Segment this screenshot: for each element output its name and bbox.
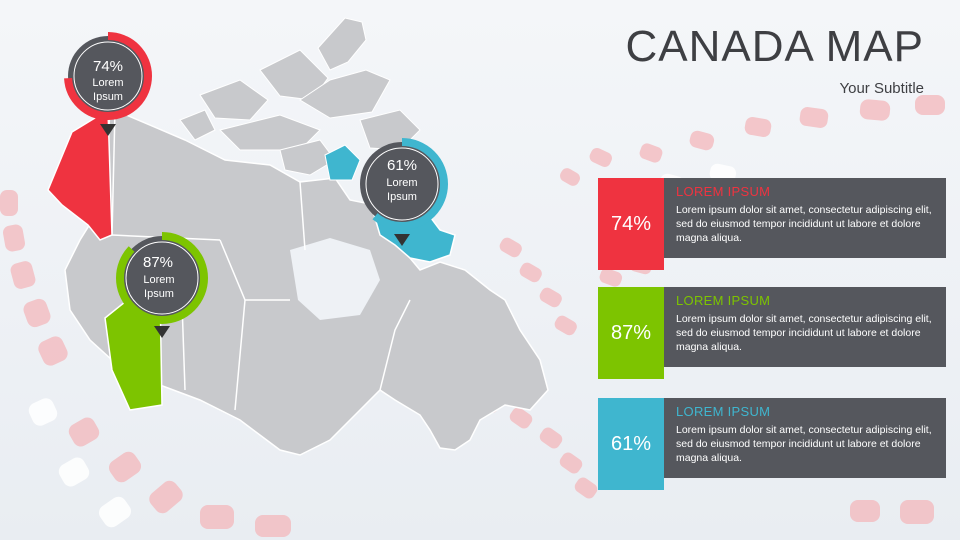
- callout-green-label: Lorem Ipsum: [143, 274, 175, 300]
- baffin-region: [324, 144, 361, 181]
- info-card-3-panel: LOREM IPSUM Lorem ipsum dolor sit amet, …: [664, 398, 946, 478]
- info-card-1-percent: 74%: [598, 178, 664, 270]
- info-card-1: 74% LOREM IPSUM Lorem ipsum dolor sit am…: [598, 178, 946, 270]
- info-card-2: 87% LOREM IPSUM Lorem ipsum dolor sit am…: [598, 287, 946, 379]
- info-card-2-text: Lorem ipsum dolor sit amet, consectetur …: [676, 313, 932, 353]
- info-card-3-heading: LOREM IPSUM: [676, 404, 771, 419]
- callout-cyan-label: Lorem Ipsum: [386, 177, 418, 203]
- callout-green-percent: 87%: [142, 254, 174, 271]
- info-card-3: 61% LOREM IPSUM Lorem ipsum dolor sit am…: [598, 398, 946, 490]
- info-card-2-percent: 87%: [598, 287, 664, 379]
- callout-green-ring: [116, 232, 208, 338]
- info-card-1-panel: LOREM IPSUM Lorem ipsum dolor sit amet, …: [664, 178, 946, 258]
- callout-red-label: Lorem Ipsum: [92, 77, 124, 103]
- info-card-1-heading: LOREM IPSUM: [676, 184, 771, 199]
- callout-cyan-ring: [356, 138, 448, 246]
- callout-red-ring: [64, 32, 152, 136]
- info-card-3-text: Lorem ipsum dolor sit amet, consectetur …: [676, 424, 932, 464]
- info-card-1-text: Lorem ipsum dolor sit amet, consectetur …: [676, 204, 932, 244]
- hudson-bay: [290, 238, 380, 320]
- page-title: CANADA MAP: [625, 22, 924, 71]
- page-subtitle: Your Subtitle: [839, 80, 924, 97]
- info-card-2-panel: LOREM IPSUM Lorem ipsum dolor sit amet, …: [664, 287, 946, 367]
- info-card-3-percent: 61%: [598, 398, 664, 490]
- callout-red-percent: 74%: [92, 58, 124, 75]
- info-card-2-heading: LOREM IPSUM: [676, 293, 771, 308]
- yukon-region: [47, 108, 113, 241]
- callout-cyan-percent: 61%: [386, 157, 418, 174]
